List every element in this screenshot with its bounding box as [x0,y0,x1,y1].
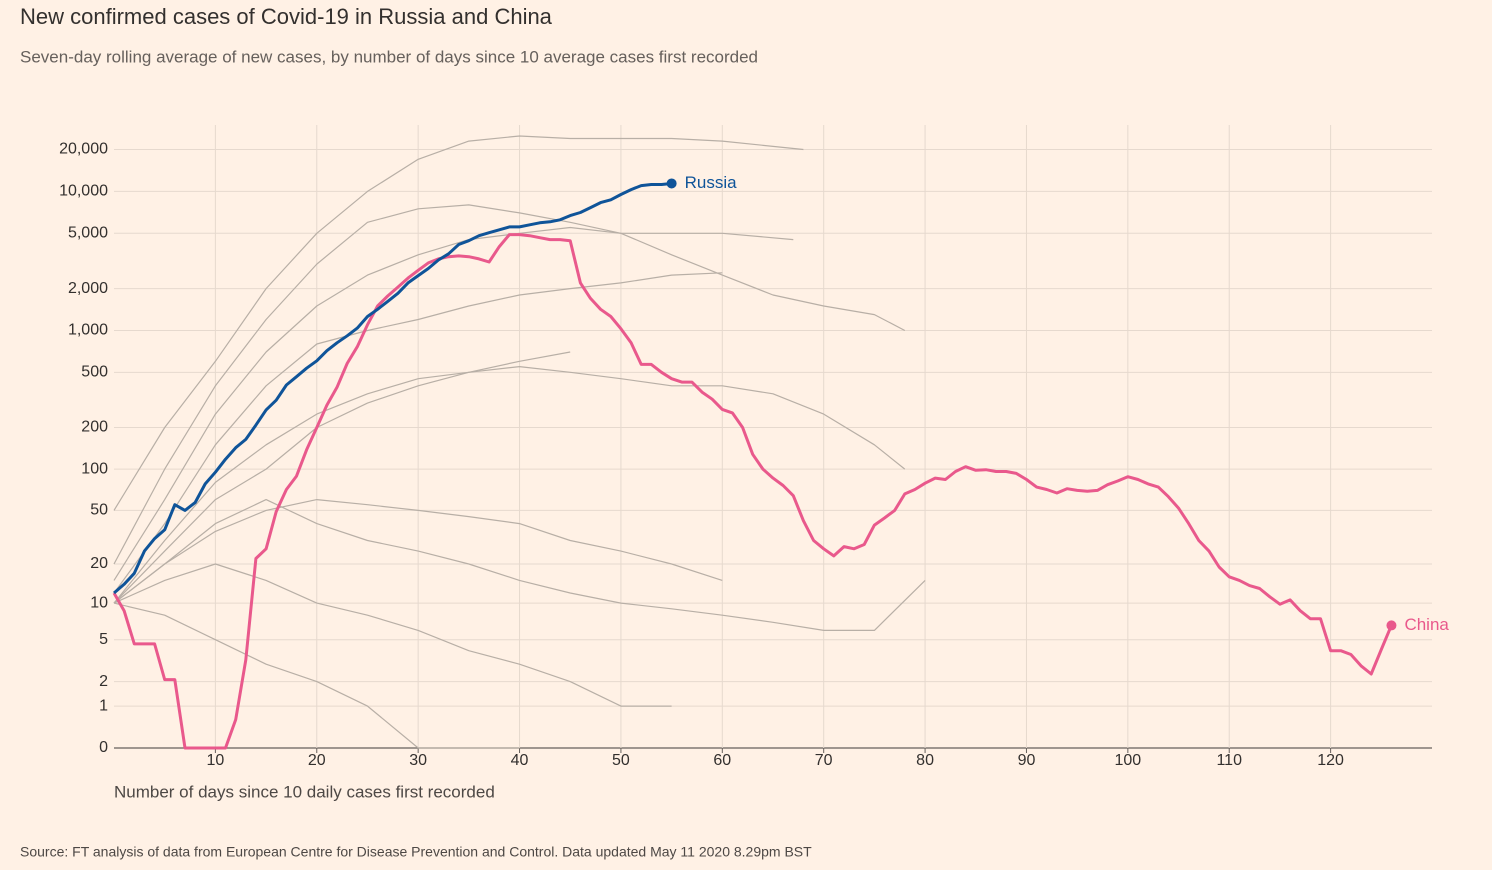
source: Source: FT analysis of data from Europea… [20,844,812,860]
y-tick-label: 2,000 [68,280,108,297]
y-tick-label: 20,000 [59,141,108,158]
x-tick-label: 60 [713,752,731,769]
x-tick-label: 100 [1114,752,1141,769]
end-dot [1386,620,1397,631]
chart-title: New confirmed cases of Covid-19 in Russi… [20,4,553,29]
background-line [113,272,723,594]
y-tick-label: 500 [81,364,108,381]
background-line [113,499,723,604]
y-tick-label: 10,000 [59,183,108,200]
background-line [113,366,906,604]
end-dot [666,178,677,189]
x-axis-label: Number of days since 10 daily cases firs… [114,782,495,801]
y-tick-label: 5,000 [68,224,108,241]
x-tick-label: 90 [1018,752,1036,769]
y-tick-label: 1 [99,697,108,714]
background-line [113,351,571,604]
y-tick-label: 20 [90,555,108,572]
y-tick-label: 200 [81,419,108,436]
chart-subtitle: Seven-day rolling average of new cases, … [20,47,758,66]
background-line [113,563,672,707]
y-tick-label: 100 [81,460,108,477]
background-line [113,499,926,631]
y-tick-label: 2 [99,673,108,690]
x-tick-label: 10 [206,752,224,769]
x-tick-label: 120 [1317,752,1344,769]
x-tick-label: 110 [1216,752,1242,769]
x-tick-label: 80 [916,752,934,769]
x-tick-label: 30 [409,752,427,769]
y-tick-label: 10 [90,594,108,611]
background-line [113,204,906,565]
background-line [113,226,794,581]
x-tick-label: 70 [815,752,833,769]
y-tick-label: 50 [90,502,108,519]
series-label: Russia [685,173,738,192]
background-line [113,135,804,511]
x-tick-label: 40 [511,752,529,769]
series-line [112,233,1393,750]
background-line [113,602,520,749]
y-tick-label: 0 [99,739,108,756]
x-tick-label: 20 [308,752,326,769]
series-label: China [1404,615,1449,634]
x-tick-label: 50 [612,752,630,769]
y-tick-label: 1,000 [68,322,108,339]
series-line [113,182,672,595]
y-tick-label: 5 [99,631,108,648]
